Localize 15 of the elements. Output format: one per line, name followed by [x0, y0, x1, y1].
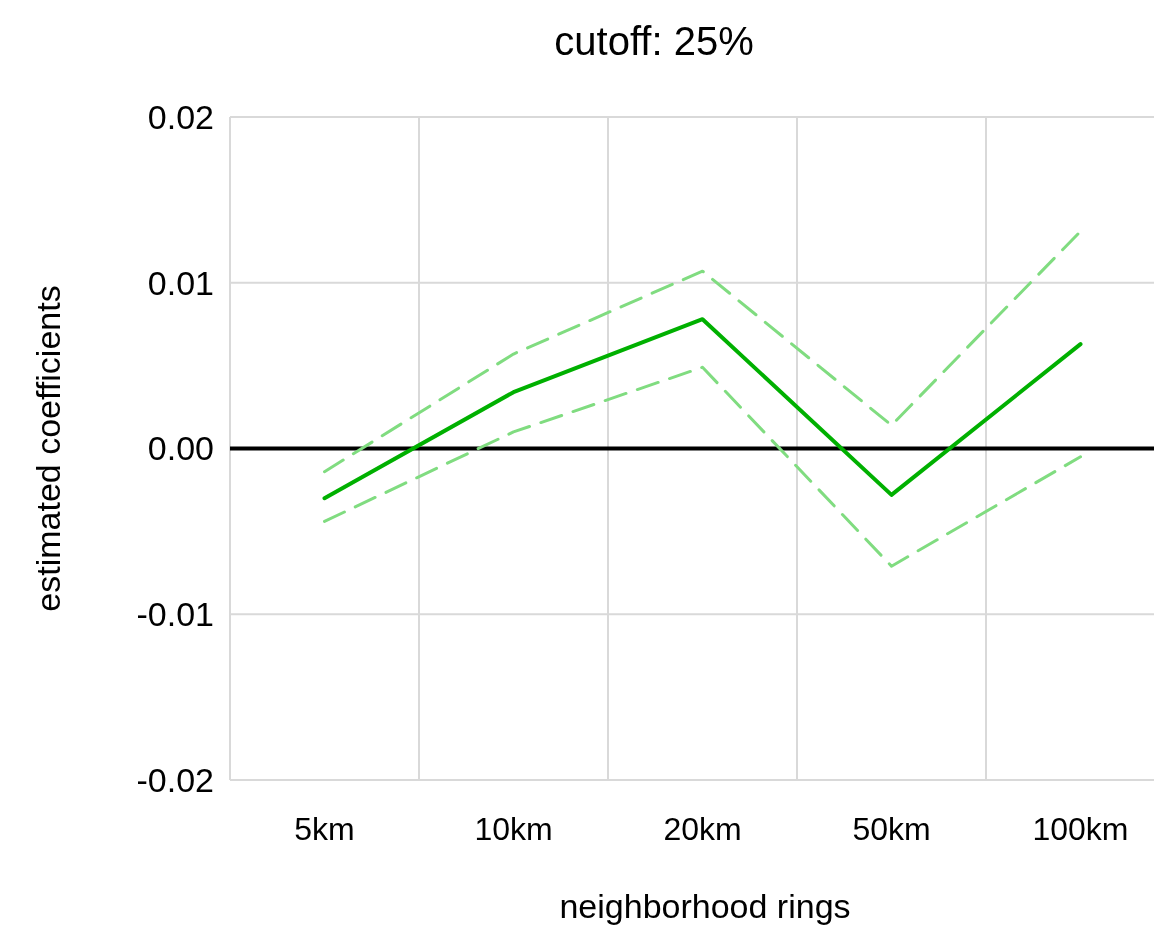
- x-tick-label: 100km: [1032, 811, 1129, 847]
- y-tick-label: 0.01: [147, 263, 214, 302]
- line-series: [322, 317, 1083, 501]
- line-series: [323, 365, 1082, 568]
- x-tick-label: 50km: [852, 811, 931, 847]
- y-tick-label: -0.02: [136, 760, 214, 799]
- y-tick-label: -0.01: [136, 595, 214, 634]
- x-tick-label: 5km: [294, 811, 355, 847]
- y-axis-title: estimated coefficients: [29, 285, 67, 612]
- y-tick-label: 0.00: [147, 429, 214, 468]
- x-tick-label: 10km: [474, 811, 553, 847]
- x-axis-title: neighborhood rings: [559, 887, 851, 925]
- chart-title: cutoff: 25%: [554, 19, 754, 63]
- x-tick-label: 20km: [663, 811, 742, 847]
- y-tick-label: 0.02: [147, 97, 214, 136]
